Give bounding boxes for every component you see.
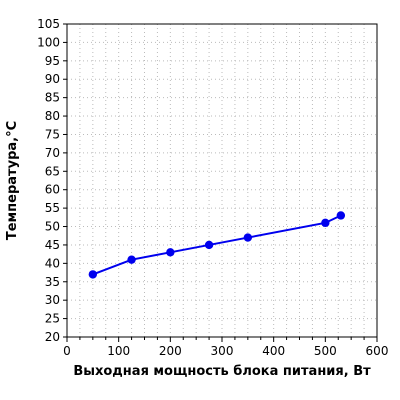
y-tick-label: 90	[45, 72, 60, 86]
y-tick-label: 45	[45, 238, 60, 252]
y-tick-label: 55	[45, 201, 60, 215]
y-tick-label: 75	[45, 127, 60, 141]
x-tick-label: 300	[211, 344, 234, 358]
x-tick-label: 200	[159, 344, 182, 358]
x-axis-ticks: 0 100 200 300 400 500 600	[63, 337, 388, 358]
x-tick-label: 500	[314, 344, 337, 358]
y-tick-label: 25	[45, 312, 60, 326]
y-axis-ticks: 20 25 30 35 40 45 50 55 60 65 70 75 80 85 90 95 100 105	[37, 17, 67, 344]
y-tick-label: 50	[45, 220, 60, 234]
x-tick-label: 600	[366, 344, 389, 358]
y-tick-label: 100	[37, 35, 60, 49]
y-tick-label: 85	[45, 91, 60, 105]
data-point	[336, 211, 346, 220]
x-axis-label: Выходная мощность блока питания, Вт	[73, 364, 371, 379]
data-point	[88, 270, 98, 279]
data-point	[204, 240, 214, 250]
y-tick-label: 80	[45, 109, 60, 123]
data-point	[321, 218, 330, 228]
y-axis-label: Температура,°С	[5, 121, 20, 240]
y-tick-label: 105	[37, 17, 60, 31]
y-tick-label: 35	[45, 275, 60, 289]
data-point	[243, 233, 253, 242]
y-tick-label: 70	[45, 146, 60, 160]
x-tick-label: 100	[107, 344, 130, 358]
y-tick-label: 60	[45, 183, 60, 197]
y-tick-label: 20	[45, 330, 60, 344]
y-tick-label: 30	[45, 293, 60, 307]
x-tick-label: 0	[63, 344, 71, 358]
data-point	[166, 248, 175, 257]
series	[88, 211, 346, 279]
grid	[67, 24, 377, 337]
y-tick-label: 40	[45, 256, 60, 270]
y-tick-label: 65	[45, 164, 60, 178]
x-tick-label: 400	[262, 344, 285, 358]
y-tick-label: 95	[45, 54, 60, 68]
data-point	[127, 255, 136, 264]
